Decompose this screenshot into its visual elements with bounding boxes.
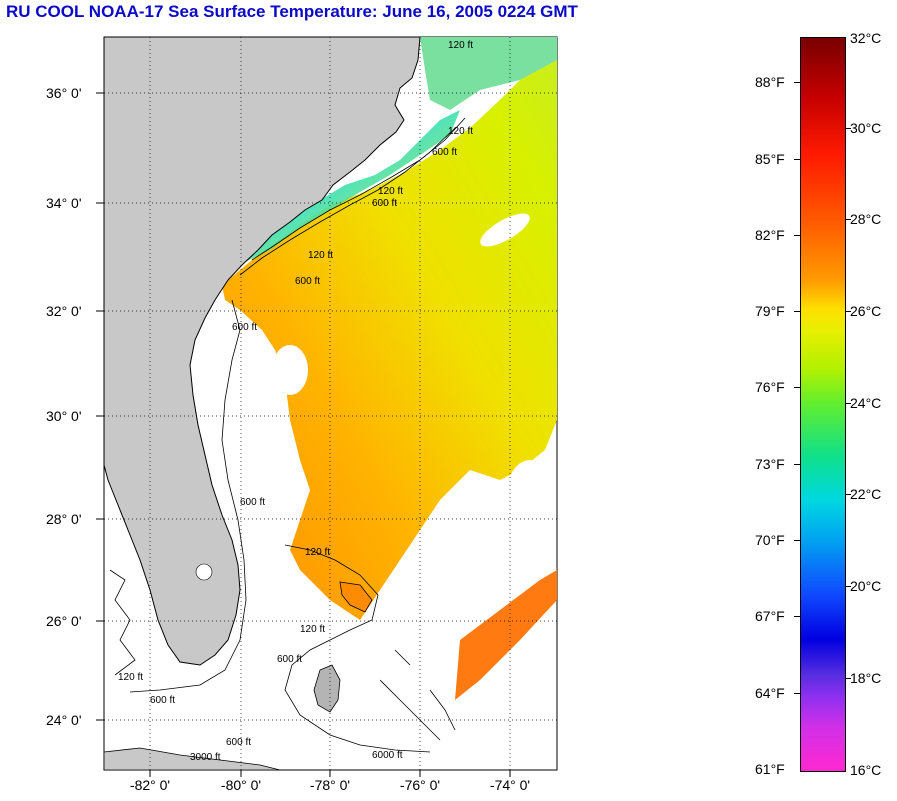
bathymetry-contours: [109, 117, 466, 753]
celsius-label: 22°C: [850, 486, 882, 502]
lake-okeechobee: [195, 563, 213, 581]
fahrenheit-label: 85°F: [755, 151, 785, 167]
lat-label: 26° 0': [46, 613, 82, 629]
us-mainland: [104, 37, 421, 666]
celsius-label: 24°C: [850, 395, 882, 411]
contour-label: 3000 ft: [190, 752, 221, 763]
colorbar-tick: [845, 403, 851, 404]
colorbar-tick: [845, 128, 851, 129]
cloud-patch: [425, 515, 535, 605]
colorbar-tick: [845, 311, 851, 312]
colorbar-tick: [794, 82, 800, 83]
cuba-coast: [104, 747, 281, 770]
colorbar-tick: [845, 678, 851, 679]
celsius-label: 32°C: [850, 30, 882, 46]
contour-label: 600 ft: [240, 497, 265, 508]
colorbar-tick: [845, 494, 851, 495]
fahrenheit-label: 70°F: [755, 532, 785, 548]
contour-label: 120 ft: [300, 624, 325, 635]
fahrenheit-label: 64°F: [755, 685, 785, 701]
lat-label: 24° 0': [46, 712, 82, 728]
contour-label: 6000 ft: [372, 750, 403, 761]
colorbar-tick: [794, 311, 800, 312]
lon-label: -80° 0': [220, 777, 262, 793]
contour-labels: 120 ft 120 ft 600 ft 120 ft 600 ft 120 f…: [118, 40, 473, 763]
contour-label: 120 ft: [118, 672, 143, 683]
lat-label: 34° 0': [46, 195, 82, 211]
temperature-colorbar: [800, 37, 846, 772]
celsius-label: 28°C: [850, 211, 882, 227]
contour-label: 600 ft: [150, 695, 175, 706]
sst-north-patch: [420, 37, 557, 110]
lon-label: -74° 0': [489, 777, 531, 793]
contour-label: 600 ft: [295, 276, 320, 287]
contour-label: 600 ft: [432, 147, 457, 158]
fahrenheit-label: 73°F: [755, 456, 785, 472]
celsius-label: 30°C: [850, 120, 882, 136]
celsius-label: 20°C: [850, 578, 882, 594]
bahamas-islands: [379, 649, 456, 741]
sst-southeast-patch: [455, 570, 557, 700]
contour-label: 120 ft: [378, 186, 403, 197]
contour-label: 600 ft: [226, 737, 251, 748]
cloud-patch: [390, 595, 470, 645]
lon-label: -76° 0': [399, 777, 441, 793]
colorbar-tick: [794, 464, 800, 465]
fahrenheit-label: 76°F: [755, 379, 785, 395]
contour-label: 600 ft: [277, 654, 302, 665]
colorbar-tick: [794, 616, 800, 617]
contour-label: 120 ft: [308, 250, 333, 261]
colorbar-tick: [794, 159, 800, 160]
cloud-patch: [272, 345, 308, 395]
fahrenheit-label: 88°F: [755, 74, 785, 90]
celsius-label: 16°C: [850, 762, 882, 778]
contour-label: 120 ft: [305, 547, 330, 558]
colorbar-tick: [845, 586, 851, 587]
celsius-label: 18°C: [850, 670, 882, 686]
map-title: RU COOL NOAA-17 Sea Surface Temperature:…: [6, 2, 578, 21]
lon-label: -82° 0': [129, 777, 171, 793]
cloud-patch: [480, 213, 530, 247]
colorbar-tick: [794, 693, 800, 694]
cloud-patch: [505, 460, 555, 540]
lat-label: 36° 0': [46, 85, 82, 101]
contour-label: 120 ft: [448, 126, 473, 137]
contour-label: 600 ft: [372, 198, 397, 209]
lat-label: 28° 0': [46, 511, 82, 527]
axis-ticks: [96, 92, 511, 777]
fahrenheit-label: 61°F: [755, 761, 785, 777]
bahamas-andros: [313, 664, 341, 713]
lat-label: 32° 0': [46, 303, 82, 319]
celsius-label: 26°C: [850, 303, 882, 319]
contour-label: 120 ft: [448, 40, 473, 51]
colorbar-tick: [794, 235, 800, 236]
lat-label: 30° 0': [46, 408, 82, 424]
bahamas-abaco: [339, 581, 373, 613]
fahrenheit-label: 82°F: [755, 227, 785, 243]
colorbar-tick: [794, 540, 800, 541]
contour-label: 600 ft: [232, 322, 257, 333]
fahrenheit-label: 79°F: [755, 303, 785, 319]
lon-label: -78° 0': [309, 777, 351, 793]
sst-swath: [222, 45, 557, 620]
colorbar-tick: [845, 219, 851, 220]
fahrenheit-label: 67°F: [755, 608, 785, 624]
colorbar-tick: [794, 387, 800, 388]
